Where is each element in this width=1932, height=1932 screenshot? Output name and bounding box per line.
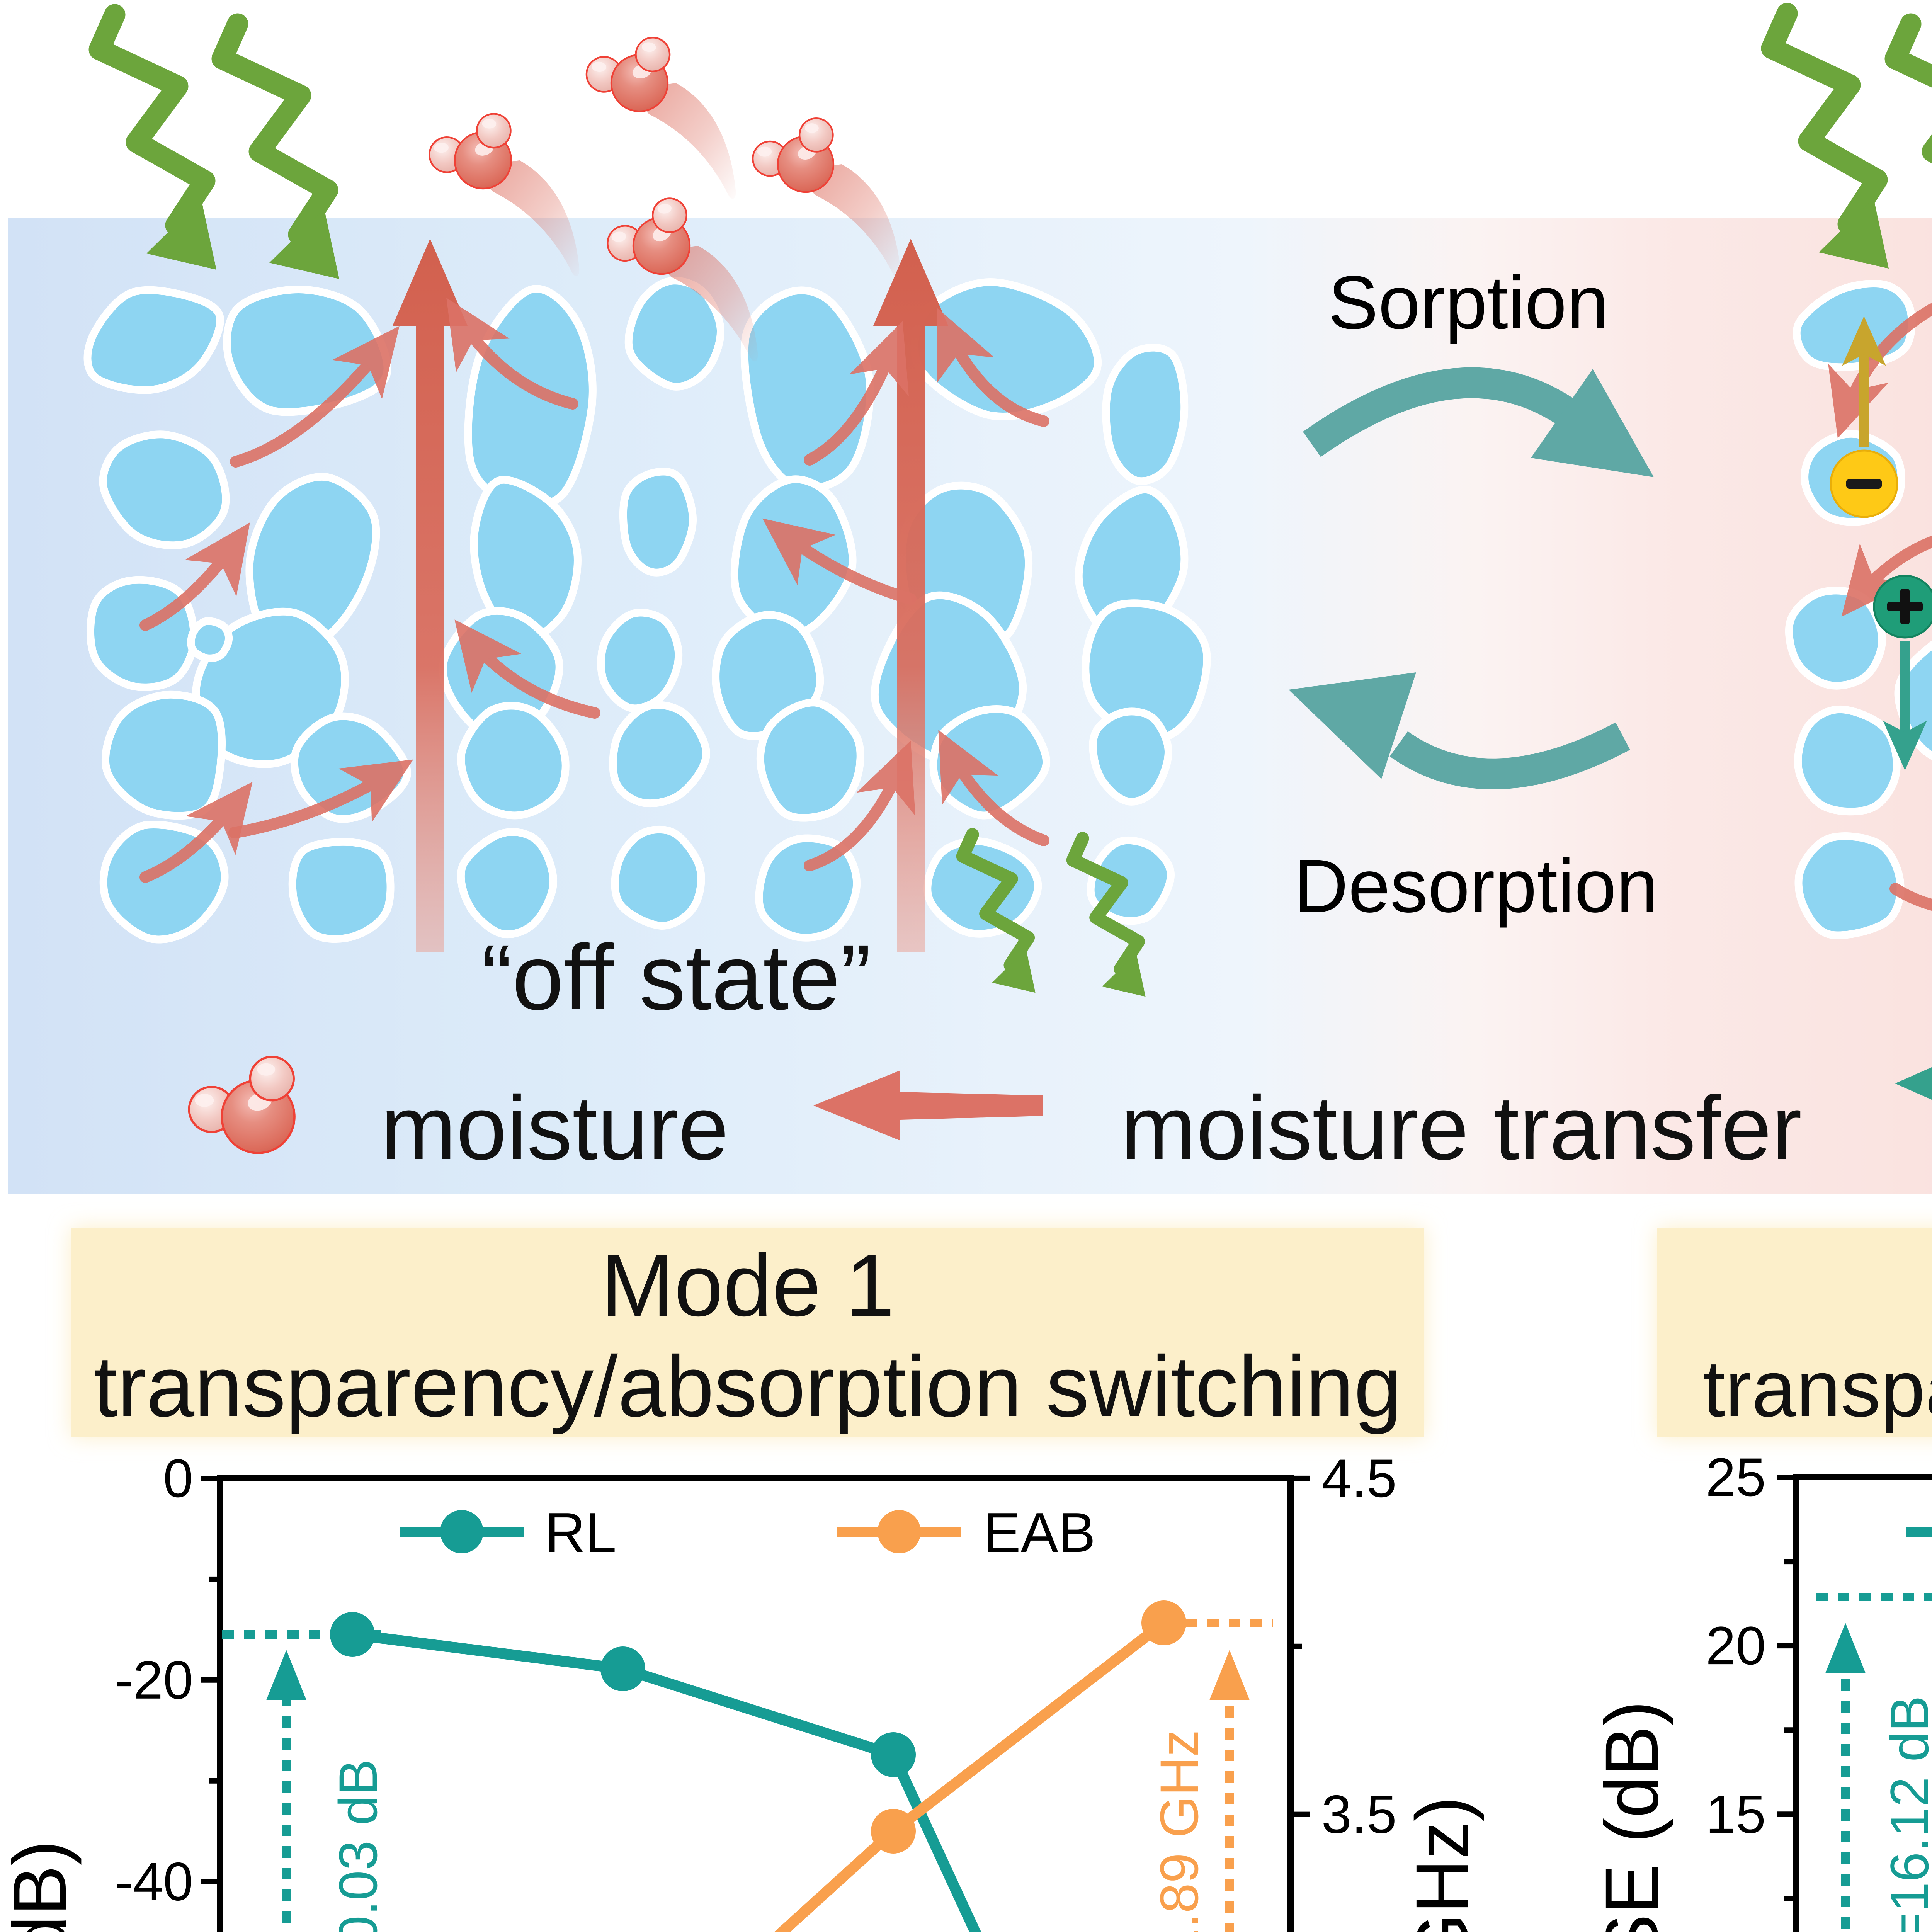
svg-text:Desorption: Desorption	[1294, 844, 1658, 928]
svg-text:20: 20	[1706, 1615, 1766, 1676]
svg-text:ΔEAB=1.89 GHz: ΔEAB=1.89 GHz	[1149, 1730, 1209, 1932]
svg-text:25: 25	[1706, 1447, 1766, 1507]
svg-text:4.5: 4.5	[1321, 1448, 1397, 1509]
svg-text:Sorption: Sorption	[1328, 260, 1609, 345]
svg-text:ΔRL=70.03 dB: ΔRL=70.03 dB	[328, 1759, 388, 1932]
svg-text:0: 0	[163, 1448, 193, 1509]
svg-text:“off state”: “off state”	[481, 925, 871, 1029]
svg-text:transparency/shielding switchi: transparency/shielding switching	[1703, 1344, 1932, 1433]
svg-text:3.5: 3.5	[1321, 1784, 1397, 1845]
svg-text:ΔSET=16.12 dB: ΔSET=16.12 dB	[1879, 1696, 1932, 1932]
svg-text:transparency/absorption switch: transparency/absorption switching	[94, 1338, 1402, 1435]
svg-text:15: 15	[1706, 1784, 1766, 1844]
svg-text:moisture transfer: moisture transfer	[1121, 1077, 1802, 1179]
svg-text:moisture: moisture	[381, 1077, 729, 1179]
svg-text:RL: RL	[545, 1501, 616, 1564]
svg-text:RL (dB): RL (dB)	[0, 1840, 82, 1932]
svg-text:EAB: EAB	[983, 1501, 1095, 1564]
svg-text:-40: -40	[115, 1851, 193, 1912]
svg-text:Average SE (dB): Average SE (dB)	[1590, 1701, 1674, 1932]
svg-text:EAB (GHz): EAB (GHz)	[1400, 1796, 1485, 1932]
svg-text:Mode 1: Mode 1	[601, 1236, 895, 1335]
svg-text:-20: -20	[115, 1650, 193, 1710]
